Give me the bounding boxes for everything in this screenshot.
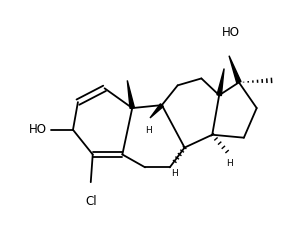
Text: HO: HO xyxy=(222,26,240,39)
Text: H: H xyxy=(226,159,233,168)
Polygon shape xyxy=(217,69,224,96)
Text: H: H xyxy=(171,169,178,178)
Polygon shape xyxy=(229,56,241,83)
Text: Cl: Cl xyxy=(85,195,97,208)
Text: HO: HO xyxy=(29,123,47,136)
Text: H: H xyxy=(145,126,151,135)
Polygon shape xyxy=(127,80,134,109)
Polygon shape xyxy=(150,104,163,118)
